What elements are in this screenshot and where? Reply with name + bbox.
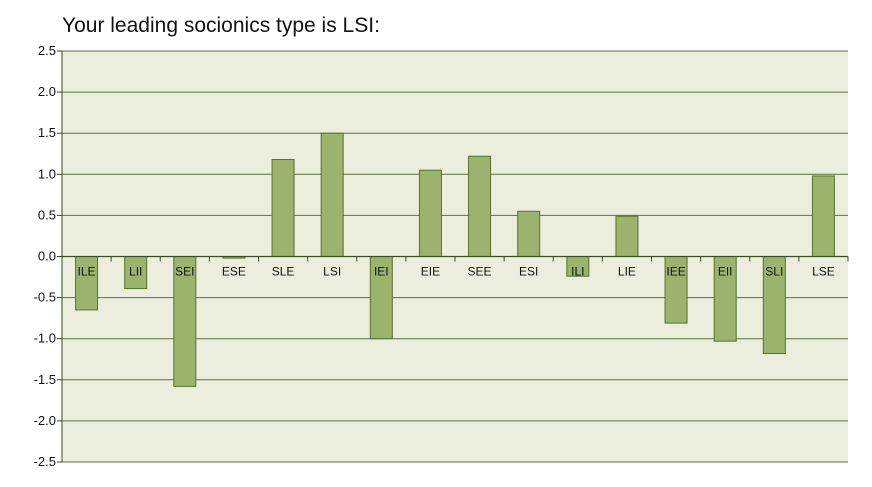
y-tick-label: 2.5 (38, 43, 56, 58)
x-tick-label: LSI (323, 265, 341, 279)
y-tick-label: -2.5 (34, 454, 56, 469)
bar-sle (271, 159, 295, 257)
y-tick-label: 0.5 (38, 207, 56, 222)
x-tick-label: IEI (374, 265, 389, 279)
y-tick-label: -1.5 (34, 372, 56, 387)
y-tick-label: -1.0 (34, 331, 56, 346)
y-tick-label: 1.5 (38, 125, 56, 140)
bar-esi (517, 210, 541, 257)
chart-title: Your leading socionics type is LSI: (62, 14, 380, 37)
y-tick-label: 1.0 (38, 166, 56, 181)
x-tick-label: ESI (519, 265, 538, 279)
bar-eie (418, 169, 442, 257)
bar-lsi (320, 132, 344, 257)
y-tick-label: 0.0 (38, 249, 56, 264)
x-tick-label: SLI (765, 265, 783, 279)
x-tick-label: LSE (812, 265, 835, 279)
x-tick-label: EIE (421, 265, 440, 279)
bar-see (468, 155, 492, 257)
y-tick-label: 2.0 (38, 84, 56, 99)
y-tick-label: -0.5 (34, 290, 56, 305)
bar-lse (811, 175, 835, 257)
y-tick-label: -2.0 (34, 413, 56, 428)
x-tick-label: EII (718, 265, 733, 279)
x-tick-label: LIE (618, 265, 636, 279)
x-tick-label: SEE (468, 265, 492, 279)
x-tick-label: SLE (272, 265, 295, 279)
x-tick-label: SEI (175, 265, 194, 279)
x-tick-label: IEE (666, 265, 685, 279)
x-tick-label: LII (129, 265, 142, 279)
x-tick-label: ESE (222, 265, 246, 279)
x-tick-label: ILE (78, 265, 96, 279)
bar-lie (615, 215, 639, 257)
x-tick-label: ILI (571, 265, 584, 279)
